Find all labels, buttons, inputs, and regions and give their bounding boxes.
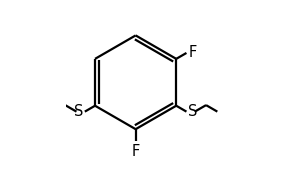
Text: S: S <box>188 104 197 119</box>
Text: S: S <box>74 104 83 119</box>
Text: F: F <box>132 144 140 159</box>
Text: F: F <box>189 46 197 60</box>
